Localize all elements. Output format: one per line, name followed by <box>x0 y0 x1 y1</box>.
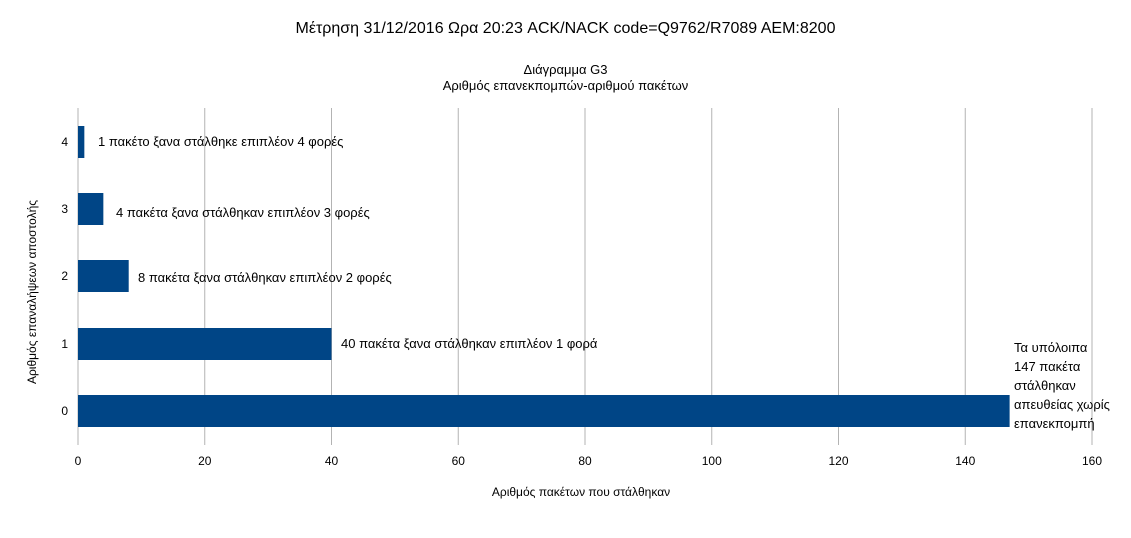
y-tick-labels: 0 1 2 3 4 <box>61 135 68 418</box>
chart-title: Διάγραμμα G3 <box>523 62 608 77</box>
x-tick-label: 80 <box>578 454 592 468</box>
x-tick-label: 120 <box>828 454 848 468</box>
y-tick-label: 2 <box>61 269 68 283</box>
y-tick-label: 4 <box>61 135 68 149</box>
page-title: Μέτρηση 31/12/2016 Ωρα 20:23 ACK/NACK co… <box>295 20 836 37</box>
y-tick-label: 3 <box>61 202 68 216</box>
x-tick-label: 160 <box>1082 454 1102 468</box>
bar <box>78 126 85 158</box>
x-tick-labels: 0 20 40 60 80 100 120 140 160 <box>75 454 1103 468</box>
y-tick-label: 0 <box>61 404 68 418</box>
bar <box>78 260 129 292</box>
x-tick-label: 140 <box>955 454 975 468</box>
x-axis-label: Αριθμός πακέτων που στάλθηκαν <box>492 485 670 499</box>
data-label: 8 πακέτα ξανα στάλθηκαν επιπλέον 2 φορές <box>138 270 392 285</box>
data-label: Τα υπόλοιπα 147 πακέτα στάλθηκαν απευθείας … <box>1014 340 1110 431</box>
y-axis-label: Αριθμός επαναλήψεων αποστολής <box>25 200 39 384</box>
x-tick-label: 100 <box>702 454 722 468</box>
x-tick-label: 60 <box>452 454 466 468</box>
chart-title-block: Διάγραμμα G3 Αριθμός επανεκπομπών-αριθμο… <box>0 62 1131 94</box>
chart-subtitle: Αριθμός επανεκπομπών-αριθμού πακέτων <box>442 78 689 93</box>
data-label: 4 πακέτα ξανα στάλθηκαν επιπλέον 3 φορές <box>116 205 370 220</box>
x-tick-label: 40 <box>325 454 339 468</box>
data-annotations: Τα υπόλοιπα 147 πακέτα στάλθηκαν απευθείας … <box>98 134 1110 431</box>
x-tick-label: 0 <box>75 454 82 468</box>
data-label: 1 πακέτο ξανα στάλθηκε επιπλέον 4 φορές <box>98 134 343 149</box>
y-tick-label: 1 <box>61 337 68 351</box>
bars <box>78 126 1010 427</box>
bar <box>78 395 1010 427</box>
bar <box>78 328 332 360</box>
x-tick-label: 20 <box>198 454 212 468</box>
data-label: 40 πακέτα ξανα στάλθηκαν επιπλέον 1 φορά <box>341 336 598 351</box>
bar <box>78 193 104 225</box>
